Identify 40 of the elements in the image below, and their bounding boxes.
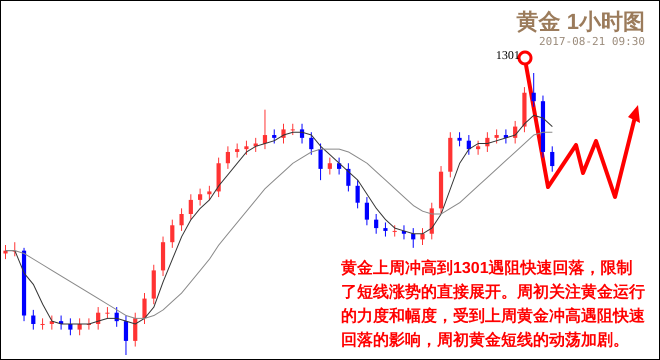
chart-title: 黄金 1小时图 (516, 9, 645, 34)
candlestick (235, 143, 240, 158)
candlestick (290, 123, 295, 136)
candlestick (114, 306, 119, 328)
candlestick (364, 196, 369, 226)
candlestick (309, 132, 314, 156)
candlestick (550, 146, 554, 172)
candlestick (105, 306, 110, 319)
candlestick (207, 185, 212, 200)
candlestick (272, 128, 276, 144)
candlestick (420, 228, 425, 246)
annotation: 黄金上周冲高到1301遇阻快速回落，限制了短线涨势的直接展开。周初关注黄金运行的力度和幅度，受到上周黄金冲高遇阻快速回落的影响，周初黄金短线的动荡加剧。 (341, 258, 646, 351)
candlestick (226, 146, 230, 170)
candlestick (133, 312, 138, 348)
candlestick (31, 309, 36, 330)
candlestick (40, 318, 45, 330)
candlestick (262, 109, 268, 150)
candlestick (254, 137, 258, 152)
candlestick (411, 228, 416, 248)
candlestick (318, 143, 323, 181)
candlestick (179, 208, 184, 232)
text: 1301 (496, 48, 520, 62)
candlestick (356, 180, 360, 209)
candlestick (142, 292, 147, 324)
candlestick (392, 224, 397, 238)
candlestick (96, 306, 100, 330)
candlestick (466, 134, 471, 156)
candlestick (198, 188, 202, 206)
candlestick (532, 73, 536, 108)
candlestick (170, 219, 174, 248)
candlestick (513, 120, 518, 144)
candlestick (328, 157, 332, 176)
candlestick (3, 244, 8, 260)
candlestick (124, 315, 128, 355)
candlestick (374, 214, 378, 234)
candlestick (50, 315, 54, 330)
candlestick (494, 128, 499, 144)
candlestick (188, 194, 193, 220)
candlestick (383, 222, 388, 238)
text: 2017-08-21 09:30 (539, 35, 645, 48)
